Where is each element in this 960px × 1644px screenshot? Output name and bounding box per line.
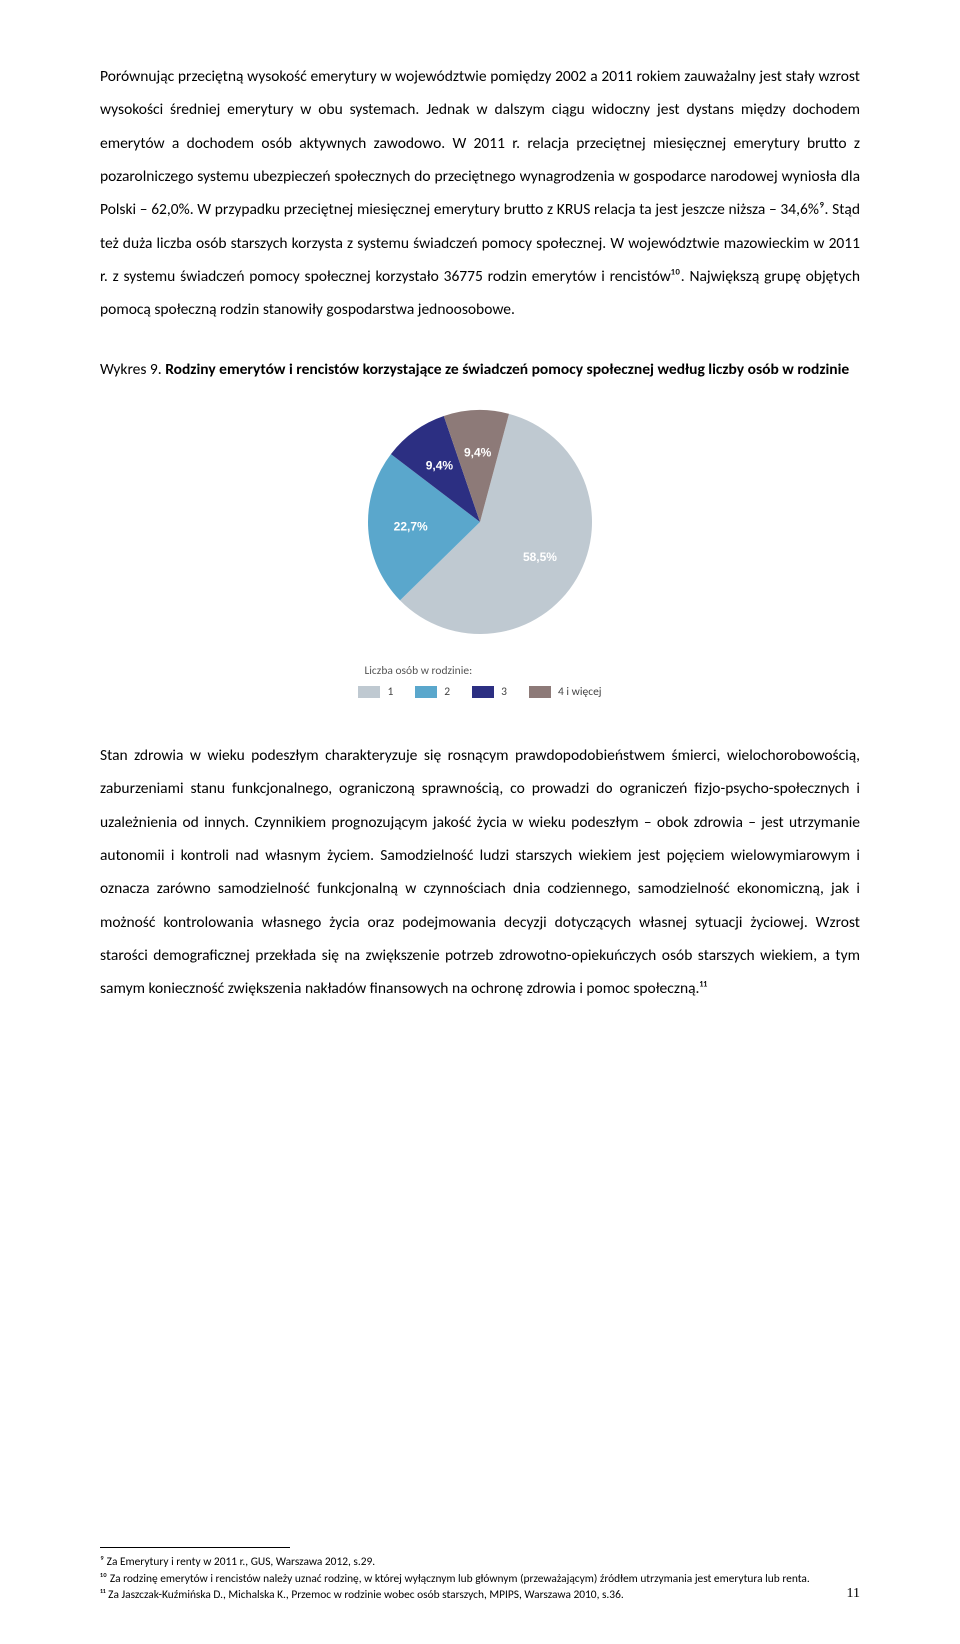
legend-swatch (472, 686, 494, 698)
legend-label: 4 i więcej (558, 685, 602, 699)
legend-label: 2 (444, 685, 450, 699)
pie-chart-container: 58,5% 22,7% 9,4% 9,4% Liczba osób w rodzini… (100, 402, 860, 699)
legend-title: Liczba osób w rodzinie: (364, 664, 601, 678)
footnote-line: ⁹ Za Emerytury i renty w 2011 r., GUS, W… (100, 1554, 860, 1571)
legend-label: 1 (387, 685, 393, 699)
pie-slice-label: 58,5% (523, 550, 557, 564)
footnotes: ⁹ Za Emerytury i renty w 2011 r., GUS, W… (100, 1547, 860, 1604)
legend-swatch (529, 686, 551, 698)
legend-item: 1 (358, 685, 393, 699)
legend-swatch (415, 686, 437, 698)
chart-title-prefix: Wykres 9. (100, 360, 165, 379)
chart-title: Wykres 9. Rodziny emerytów i rencistów k… (100, 355, 860, 384)
pie-slice-label: 9,4% (464, 446, 492, 460)
pie-slice-label: 22,7% (394, 519, 428, 533)
pie-chart: 58,5% 22,7% 9,4% 9,4% (340, 402, 620, 642)
legend-swatch (358, 686, 380, 698)
legend-item: 4 i więcej (529, 685, 602, 699)
legend-item: 3 (472, 685, 507, 699)
footnote-separator (100, 1547, 290, 1548)
footnote-line: ¹⁰ Za rodzinę emerytów i rencistów należ… (100, 1571, 860, 1588)
chart-legend: Liczba osób w rodzinie: 1 2 3 4 i więcej (358, 664, 601, 699)
pie-slice-label: 9,4% (426, 459, 454, 473)
legend-item: 2 (415, 685, 450, 699)
footnote-line: ¹¹ Za Jaszczak-Kuźmińska D., Michalska K… (100, 1587, 860, 1604)
paragraph-1: Porównując przeciętną wysokość emerytury… (100, 60, 860, 327)
page-number: 11 (847, 1586, 860, 1602)
paragraph-2: Stan zdrowia w wieku podeszłym charakter… (100, 739, 860, 1006)
chart-title-bold: Rodziny emerytów i rencistów korzystając… (165, 360, 849, 379)
legend-label: 3 (501, 685, 507, 699)
